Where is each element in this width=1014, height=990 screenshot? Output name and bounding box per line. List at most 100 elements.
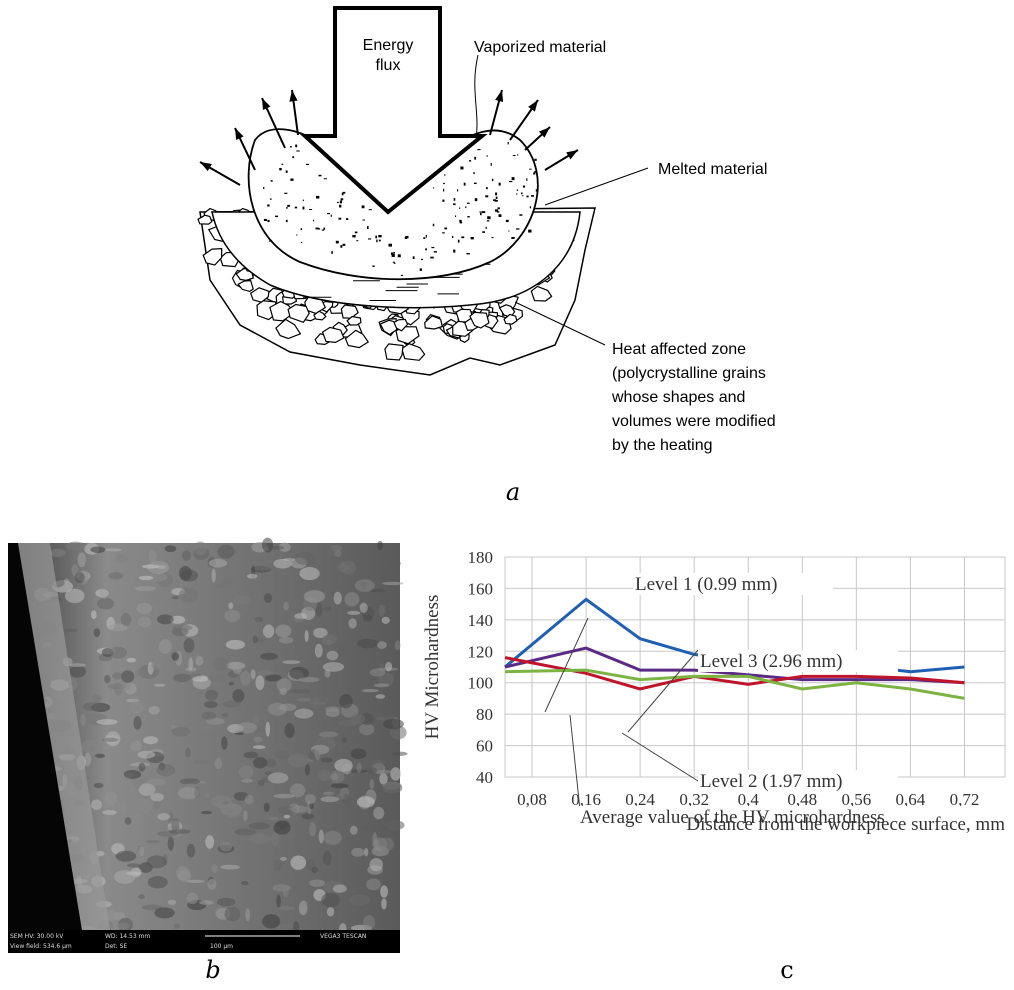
sem-texture <box>127 658 137 663</box>
sem-texture <box>376 770 392 774</box>
particle <box>469 160 471 161</box>
particle <box>523 186 525 188</box>
sem-texture <box>66 542 85 551</box>
particle <box>496 197 498 199</box>
particle <box>509 181 512 182</box>
leader <box>515 302 605 345</box>
sem-texture <box>188 657 193 670</box>
sem-texture <box>135 669 145 677</box>
sem-texture <box>362 689 379 692</box>
haz-label: whose shapes and <box>611 389 745 406</box>
sem-texture <box>110 647 127 659</box>
sem-texture <box>319 731 338 737</box>
particle <box>536 189 537 192</box>
particle <box>376 240 377 243</box>
sem-texture <box>154 684 165 687</box>
sem-texture <box>330 545 342 551</box>
sem-texture <box>187 844 195 858</box>
sem-texture <box>117 922 129 929</box>
caption: b <box>205 956 220 984</box>
particle <box>378 235 381 237</box>
particle <box>309 209 312 210</box>
grain <box>380 320 397 334</box>
sem-texture <box>114 682 122 695</box>
particle <box>303 200 304 201</box>
sem-texture <box>154 800 161 809</box>
sem-texture <box>323 792 334 796</box>
sem-texture <box>291 805 307 812</box>
sem-texture <box>102 810 117 815</box>
particle <box>433 187 434 188</box>
sem-texture <box>168 836 174 850</box>
sem-texture <box>390 767 401 780</box>
particle <box>355 232 358 234</box>
sem-texture <box>244 752 259 759</box>
sem-texture <box>156 764 175 776</box>
sem-texture <box>383 719 404 730</box>
sem-texture <box>327 651 339 661</box>
sem-texture <box>229 682 234 686</box>
annotation-leader <box>545 618 588 712</box>
sem-texture <box>373 807 384 819</box>
sem-texture <box>254 617 263 623</box>
particle <box>323 228 325 230</box>
sem-texture <box>212 569 216 582</box>
particle <box>295 207 297 209</box>
particle <box>506 220 509 222</box>
sem-texture <box>202 712 217 720</box>
sem-image: SEM HV: 30.00 kVWD: 14.53 mmVEGA3 TESCAN… <box>8 538 408 953</box>
sem-texture <box>277 678 292 692</box>
particle <box>401 275 403 276</box>
sem-texture <box>351 848 364 857</box>
particle <box>434 251 437 252</box>
particle <box>467 216 469 217</box>
sem-texture <box>83 702 103 711</box>
sem-texture <box>221 865 240 870</box>
sem-texture <box>245 908 250 921</box>
sem-texture <box>378 838 395 852</box>
particle <box>394 252 395 254</box>
haz-label: volumes were modified <box>612 413 776 430</box>
sem-texture <box>205 690 218 701</box>
sem-texture <box>283 885 289 898</box>
sem-texture <box>207 879 216 890</box>
energy-label: flux <box>376 57 401 74</box>
sem-texture <box>214 758 222 769</box>
sem-texture <box>271 832 279 846</box>
sem-texture <box>338 644 347 656</box>
grain <box>402 344 425 361</box>
particle <box>356 240 358 241</box>
particle <box>338 218 341 220</box>
particle <box>423 237 425 239</box>
particle <box>480 213 482 215</box>
sem-texture <box>264 593 272 603</box>
sem-texture <box>311 866 317 873</box>
y-tick-label: 180 <box>468 548 494 567</box>
sem-texture <box>370 858 383 871</box>
vapor-arrowhead <box>528 100 538 112</box>
melted-label: Melted material <box>658 161 767 178</box>
sem-texture <box>104 675 110 684</box>
sem-texture <box>273 794 294 798</box>
particle <box>375 236 377 239</box>
sem-texture <box>333 885 347 893</box>
sem-texture <box>224 907 240 922</box>
particle <box>339 205 341 208</box>
haz-label: by the heating <box>612 437 713 454</box>
particle <box>517 154 518 155</box>
sem-texture <box>171 818 179 832</box>
sem-texture <box>256 670 273 676</box>
sem-info: 100 µm <box>210 943 233 950</box>
sem-texture <box>65 589 85 603</box>
sem-texture <box>116 851 137 862</box>
sem-texture <box>187 893 198 904</box>
particle <box>342 193 344 196</box>
particle <box>362 220 365 221</box>
leader <box>475 55 478 140</box>
sem-texture <box>222 713 228 717</box>
sem-texture <box>135 586 156 591</box>
caption: c <box>780 956 793 984</box>
particle <box>340 201 342 204</box>
particle <box>458 240 460 243</box>
sem-texture <box>69 665 85 677</box>
